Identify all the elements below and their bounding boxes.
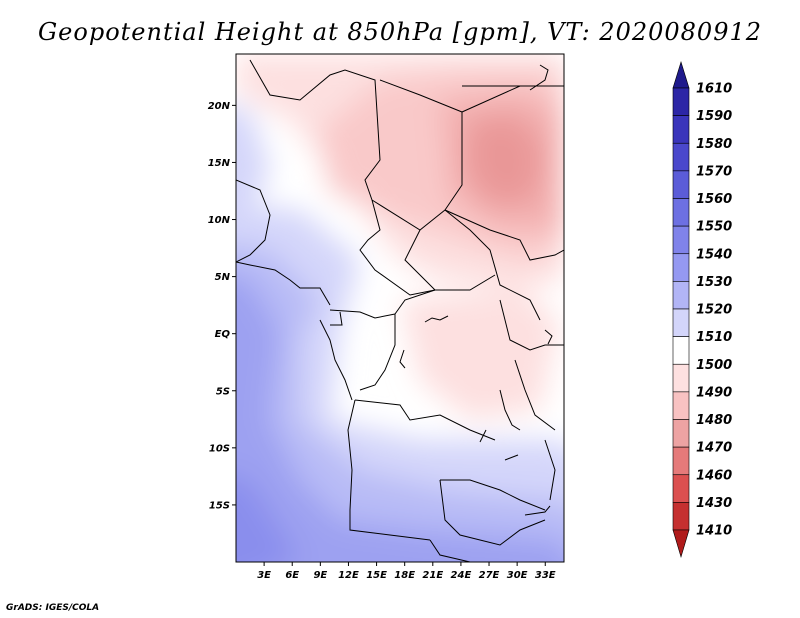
colorbar-swatch	[672, 170, 690, 199]
lon-tick-label: 30E	[507, 570, 528, 581]
lon-tick-label: 6E	[285, 570, 299, 581]
colorbar-label: 1470	[696, 441, 732, 456]
colorbar-swatch	[672, 198, 690, 227]
lat-tick-label: 15N	[208, 158, 231, 169]
colorbar-swatch	[672, 308, 690, 337]
lat-tick-label: 20N	[208, 101, 231, 112]
map-frame	[235, 53, 565, 563]
lon-tick-label: 33E	[535, 570, 556, 581]
lat-tick-label: 10N	[208, 215, 231, 226]
colorbar-label: 1560	[696, 192, 732, 207]
lon-tick-label: 27E	[479, 570, 500, 581]
lat-tick-label: 5N	[215, 272, 231, 283]
colorbar-label: 1460	[696, 468, 732, 483]
lon-tick-label: 3E	[257, 570, 271, 581]
colorbar-label: 1540	[696, 247, 732, 262]
colorbar-label: 1480	[696, 413, 732, 428]
footer-credit: GrADS: IGES/COLA	[6, 603, 100, 613]
colorbar-label: 1490	[696, 385, 732, 400]
colorbar-label: 1550	[696, 220, 732, 235]
colorbar-swatch	[672, 363, 690, 393]
colorbar-swatch	[672, 502, 690, 531]
colorbar-swatch	[672, 225, 690, 255]
country-borders	[236, 59, 564, 562]
longitude-axis: 3E 6E 9E 12E 15E 18E 21E 24E 27E 30E 33E	[257, 562, 556, 581]
height-field	[236, 54, 564, 562]
lon-tick-label: 24E	[451, 570, 472, 581]
colorbar-label: 1500	[696, 358, 732, 373]
colorbar-label: 1430	[696, 496, 732, 511]
colorbar-swatch	[672, 281, 690, 310]
colorbar-label: 1510	[696, 330, 732, 345]
colorbar-swatch	[672, 446, 690, 476]
colorbar-swatch	[672, 60, 690, 89]
colorbar: 1610 1590 1580 1570 1560 1550 1540 1530 1520 1510…	[672, 60, 732, 559]
colorbar-swatch	[672, 336, 690, 365]
page-title: Geopotential Height at 850hPa [gpm], VT:…	[38, 18, 762, 46]
lon-tick-label: 18E	[394, 570, 415, 581]
colorbar-label: 1610	[696, 82, 732, 97]
lon-tick-label: 21E	[422, 570, 443, 581]
lat-tick-label: 10S	[209, 443, 230, 454]
colorbar-label: 1590	[696, 109, 732, 124]
lon-tick-label: 9E	[313, 570, 327, 581]
colorbar-swatch	[672, 474, 690, 503]
colorbar-swatch	[672, 142, 690, 172]
colorbar-label: 1530	[696, 275, 732, 290]
lon-tick-label: 12E	[338, 570, 359, 581]
colorbar-swatch	[672, 253, 690, 282]
lat-tick-label: 5S	[216, 386, 230, 397]
colorbar-swatch	[672, 529, 690, 559]
lat-tick-label: 15S	[209, 500, 230, 511]
lon-tick-label: 15E	[366, 570, 387, 581]
colorbar-swatch	[672, 419, 690, 448]
colorbar-label: 1410	[696, 524, 732, 539]
colorbar-swatch	[672, 391, 690, 420]
colorbar-swatch	[672, 87, 690, 116]
colorbar-label: 1520	[696, 303, 732, 318]
colorbar-swatch	[672, 115, 690, 144]
lat-tick-label: EQ	[215, 329, 231, 340]
colorbar-label: 1580	[696, 137, 732, 152]
colorbar-label: 1570	[696, 164, 732, 179]
latitude-axis: 20N 15N 10N 5N EQ 5S 10S 15S	[208, 101, 236, 511]
